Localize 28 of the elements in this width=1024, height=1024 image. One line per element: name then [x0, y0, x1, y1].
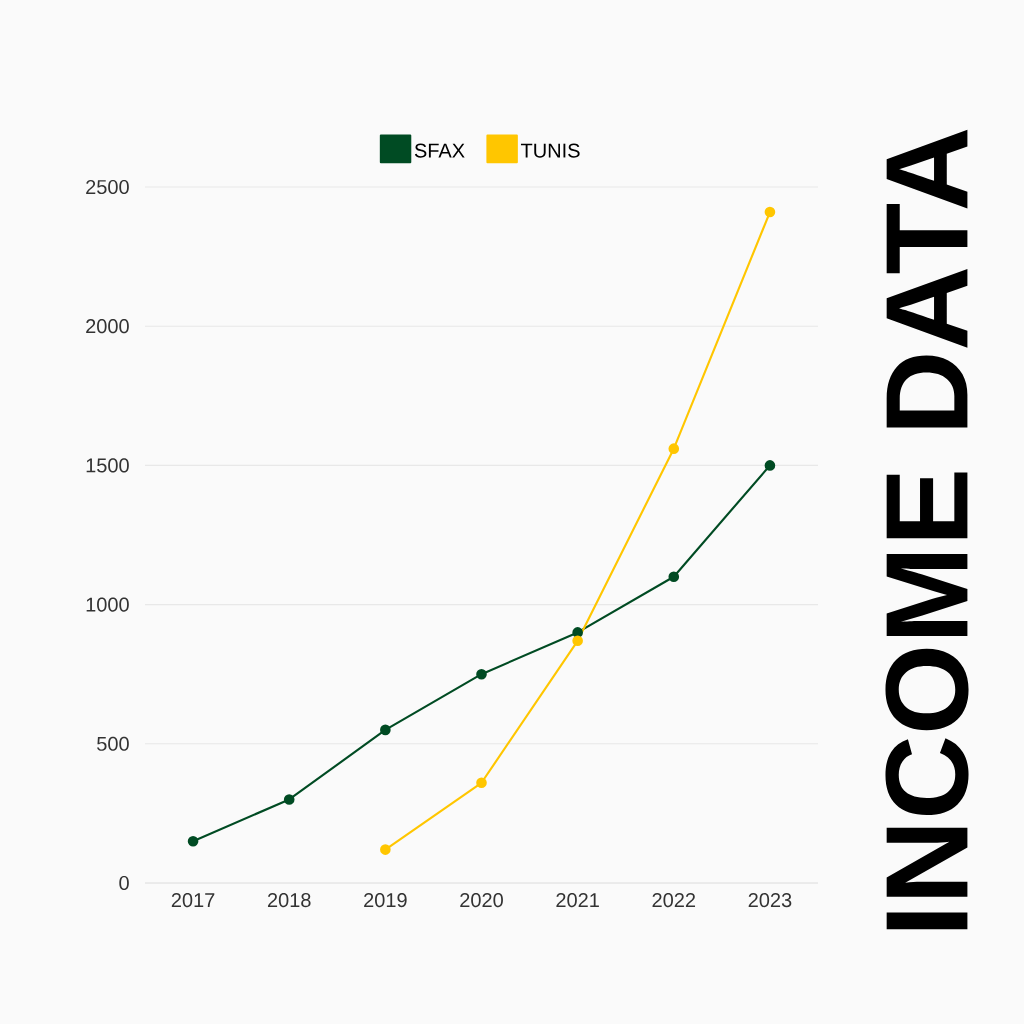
- point: [187, 835, 199, 847]
- x-tick-label: 2020: [460, 893, 503, 908]
- y-tick-label: 2000: [86, 319, 129, 334]
- x-tick-label: 2018: [267, 893, 311, 908]
- point: [283, 794, 295, 805]
- y-tick-label: 1500: [86, 458, 129, 473]
- x-tick-label: 2017: [171, 893, 215, 908]
- point: [380, 724, 391, 736]
- x-tick-label: 2019: [364, 893, 407, 908]
- point: [764, 460, 776, 471]
- point: [380, 844, 391, 855]
- x-tick-label: 2023: [748, 893, 792, 908]
- y-tick-label: 500: [97, 736, 129, 751]
- x-tick-label: 2021: [556, 893, 599, 908]
- point: [668, 443, 680, 455]
- y-tick-label: 1000: [86, 597, 129, 612]
- legend-label: SFAX: [414, 143, 465, 158]
- text: INCOME DATA: [885, 129, 969, 930]
- point: [764, 206, 776, 218]
- point: [476, 777, 487, 789]
- legend-label: TUNIS: [520, 143, 580, 158]
- point: [572, 635, 583, 647]
- point: [572, 627, 583, 638]
- y-tick-label: 0: [119, 875, 129, 891]
- y-tick-label: 2500: [86, 179, 129, 195]
- point: [476, 668, 487, 680]
- x-tick-label: 2022: [652, 893, 696, 908]
- point: [668, 571, 680, 583]
